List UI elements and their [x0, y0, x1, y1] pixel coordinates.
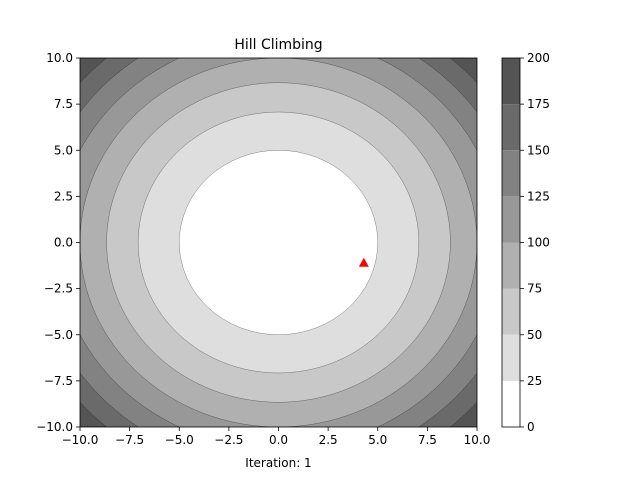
x-tick-label: −10.0: [62, 433, 99, 447]
colorbar-tick-label: 100: [527, 236, 550, 250]
marker-layer: [358, 257, 369, 267]
x-tick-label: 7.5: [418, 433, 437, 447]
colorbar-frame: [501, 57, 521, 428]
y-tick-label: 2.5: [54, 189, 73, 203]
y-tick-label: −10.0: [36, 420, 73, 434]
y-tick-label: −7.5: [44, 374, 73, 388]
y-tick-label: 10.0: [46, 51, 73, 65]
colorbar-band: [502, 58, 520, 105]
colorbar-band: [502, 242, 520, 289]
colorbar-band: [502, 150, 520, 197]
colorbar-tick-label: 75: [527, 282, 542, 296]
y-tick-label: 7.5: [54, 97, 73, 111]
x-tick-label: 5.0: [368, 433, 387, 447]
colorbar-tick-label: 125: [527, 189, 550, 203]
x-tick-label: −5.0: [165, 433, 194, 447]
colorbar-band: [502, 288, 520, 335]
colorbar-band: [502, 196, 520, 243]
colorbar-axis: 0 25 50 75 100 125 150 175 200: [520, 51, 550, 434]
colorbar-tick-label: 200: [527, 51, 550, 65]
contour-band-25: [179, 150, 378, 335]
y-tick-label: 5.0: [54, 143, 73, 157]
current-point-marker: [358, 257, 369, 267]
colorbar-tick-label: 150: [527, 143, 550, 157]
x-tick-label: 0.0: [269, 433, 288, 447]
y-tick-label: −2.5: [44, 282, 73, 296]
x-tick-label: 2.5: [319, 433, 338, 447]
y-tick-label: −5.0: [44, 328, 73, 342]
x-tick-label: −7.5: [115, 433, 144, 447]
colorbar-band: [502, 104, 520, 151]
y-axis: −10.0 −7.5 −5.0 −2.5 0.0 2.5 5.0 7.5 10.0: [36, 51, 80, 434]
colorbar-tick-label: 0: [527, 420, 535, 434]
chart-title: Hill Climbing: [234, 37, 322, 53]
colorbar-band: [502, 334, 520, 381]
x-axis-label: Iteration: 1: [245, 456, 311, 470]
colorbar-tick-label: 25: [527, 374, 542, 388]
x-tick-label: 10.0: [464, 433, 491, 447]
colorbar-band: [502, 380, 520, 427]
colorbar-tick-label: 50: [527, 328, 542, 342]
colorbar: [502, 58, 520, 427]
x-axis: −10.0 −7.5 −5.0 −2.5 0.0 2.5 5.0 7.5 10.0: [62, 427, 491, 447]
y-tick-label: 0.0: [54, 236, 73, 250]
colorbar-tick-label: 175: [527, 97, 550, 111]
x-tick-label: −2.5: [214, 433, 243, 447]
contour-fills: [80, 58, 477, 427]
